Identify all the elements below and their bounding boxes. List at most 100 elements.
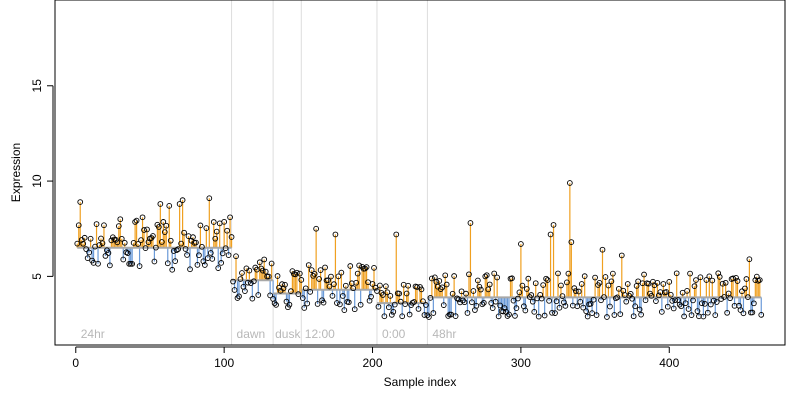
data-point (538, 295, 545, 302)
data-point (739, 288, 745, 295)
data-point (353, 279, 360, 286)
data-point (372, 284, 379, 291)
data-point (721, 294, 728, 300)
period-annotations: 24hr dawn dusk 12:00 0:00 48hr (81, 327, 457, 341)
data-point (314, 301, 321, 307)
data-point (115, 223, 122, 229)
data-point (656, 292, 662, 299)
data-point (197, 222, 204, 229)
data-point (618, 252, 625, 259)
data-point (483, 272, 490, 279)
data-point (178, 240, 184, 247)
data-point (316, 276, 322, 282)
data-point (537, 291, 544, 298)
data-point (163, 222, 170, 229)
x-tick-label: 100 (214, 356, 234, 370)
x-tick-label: 200 (363, 356, 383, 370)
data-point (492, 298, 499, 305)
data-point (730, 275, 736, 282)
data-point (440, 302, 447, 308)
data-point (239, 270, 245, 276)
data-point (476, 283, 483, 290)
data-point (442, 272, 449, 279)
data-point (397, 298, 404, 305)
data-point (362, 265, 368, 272)
data-point (660, 281, 667, 287)
data-point (156, 224, 162, 230)
data-point (133, 217, 140, 224)
data-point (182, 246, 189, 252)
data-point (513, 305, 520, 311)
data-point (558, 282, 564, 289)
data-point (210, 219, 217, 225)
data-point (565, 270, 572, 277)
data-point (715, 270, 722, 277)
data-point (589, 310, 595, 316)
data-point (166, 203, 173, 209)
data-point (259, 267, 266, 274)
data-point (215, 265, 222, 271)
data-point (614, 294, 621, 301)
data-point (727, 295, 733, 302)
data-point (469, 299, 475, 306)
data-point (568, 239, 575, 245)
data-point (293, 269, 300, 276)
data-point (231, 287, 238, 293)
data-point (117, 216, 124, 223)
data-point (341, 307, 348, 313)
x-tick-label: 400 (659, 356, 679, 370)
data-point (629, 295, 636, 302)
data-point (377, 282, 383, 289)
data-point (486, 281, 493, 288)
data-point (700, 313, 707, 320)
data-point (381, 313, 388, 320)
data-point (368, 293, 374, 300)
data-point (707, 301, 714, 308)
data-point (120, 256, 127, 263)
data-point (583, 308, 590, 315)
data-point (575, 288, 582, 295)
data-point (169, 266, 176, 273)
data-point (256, 259, 263, 266)
data-point (129, 261, 136, 267)
x-axis-title: Sample index (384, 375, 457, 389)
data-point (543, 275, 549, 282)
data-point (681, 313, 687, 320)
data-point (311, 271, 318, 277)
data-point (550, 222, 557, 228)
data-point (426, 314, 432, 320)
divider-lines (231, 0, 428, 345)
data-point (363, 264, 370, 270)
data-point (480, 299, 487, 306)
data-point (203, 225, 210, 231)
data-point (623, 298, 630, 305)
data-point (418, 286, 425, 293)
data-point (648, 292, 655, 299)
data-point (491, 270, 498, 277)
y-tick-label: 10 (30, 174, 44, 188)
data-point (222, 245, 229, 252)
data-point (328, 273, 334, 280)
data-point (475, 277, 481, 284)
data-point (710, 297, 717, 304)
data-point (414, 284, 420, 290)
data-point (331, 281, 337, 288)
data-point (387, 293, 394, 299)
data-point (596, 279, 603, 286)
data-point (709, 277, 716, 284)
data-point (617, 311, 624, 318)
data-point (632, 303, 638, 310)
data-point (403, 290, 410, 297)
data-point (561, 299, 567, 306)
data-point (118, 235, 125, 242)
data-point (181, 229, 187, 236)
data-point (592, 274, 598, 281)
data-point (153, 244, 159, 251)
data-point (719, 280, 726, 287)
data-point (332, 231, 339, 238)
data-point (221, 218, 227, 225)
data-point (75, 222, 82, 229)
data-point (602, 274, 609, 280)
data-point (693, 277, 699, 283)
